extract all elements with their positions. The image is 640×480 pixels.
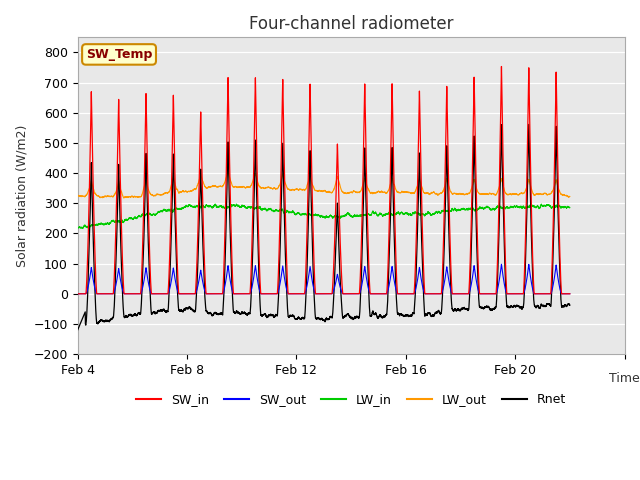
LW_in xyxy=(268,207,275,213)
Legend: SW_in, SW_out, LW_in, LW_out, Rnet: SW_in, SW_out, LW_in, LW_out, Rnet xyxy=(131,388,571,411)
LW_in xyxy=(481,205,488,211)
Line: LW_out: LW_out xyxy=(77,171,570,198)
LW_out xyxy=(120,195,128,201)
SW_in xyxy=(74,291,81,297)
Rnet xyxy=(481,305,488,311)
SW_out xyxy=(74,291,81,297)
Line: Rnet: Rnet xyxy=(77,124,570,330)
LW_in xyxy=(462,207,470,213)
SW_out xyxy=(462,291,470,297)
X-axis label: Time: Time xyxy=(609,372,640,384)
SW_in xyxy=(443,92,451,97)
SW_in xyxy=(498,64,506,70)
SW_in xyxy=(467,240,475,245)
LW_out xyxy=(481,191,488,197)
Line: SW_out: SW_out xyxy=(77,264,570,294)
SW_in xyxy=(281,191,289,196)
LW_out xyxy=(281,180,289,185)
Rnet xyxy=(566,302,573,308)
SW_in xyxy=(268,291,275,297)
SW_out xyxy=(443,265,451,271)
Y-axis label: Solar radiation (W/m2): Solar radiation (W/m2) xyxy=(15,124,28,267)
LW_in xyxy=(444,208,451,214)
LW_out xyxy=(566,193,573,199)
Rnet xyxy=(462,306,470,312)
SW_in xyxy=(462,291,470,297)
LW_out xyxy=(224,168,232,174)
SW_out xyxy=(281,278,289,284)
SW_in xyxy=(566,291,573,297)
LW_in xyxy=(566,205,573,211)
SW_out xyxy=(467,284,475,290)
Title: Four-channel radiometer: Four-channel radiometer xyxy=(249,15,453,33)
Text: SW_Temp: SW_Temp xyxy=(86,48,152,61)
LW_out xyxy=(462,191,470,197)
LW_out xyxy=(467,187,475,193)
LW_out xyxy=(74,193,81,199)
SW_out xyxy=(268,291,275,297)
SW_out xyxy=(498,261,506,267)
Rnet xyxy=(74,327,81,333)
Line: LW_in: LW_in xyxy=(77,204,570,228)
LW_out xyxy=(268,186,275,192)
SW_out xyxy=(566,291,573,297)
Rnet xyxy=(268,312,275,318)
LW_in xyxy=(467,206,475,212)
SW_out xyxy=(481,291,488,297)
Rnet xyxy=(525,121,532,127)
LW_in xyxy=(79,226,86,231)
Rnet xyxy=(467,265,475,271)
LW_in xyxy=(74,225,81,231)
SW_in xyxy=(481,291,488,297)
Line: SW_in: SW_in xyxy=(77,67,570,294)
LW_in xyxy=(281,210,289,216)
Rnet xyxy=(281,234,289,240)
Rnet xyxy=(443,149,451,155)
LW_in xyxy=(232,201,240,207)
LW_out xyxy=(444,177,451,183)
